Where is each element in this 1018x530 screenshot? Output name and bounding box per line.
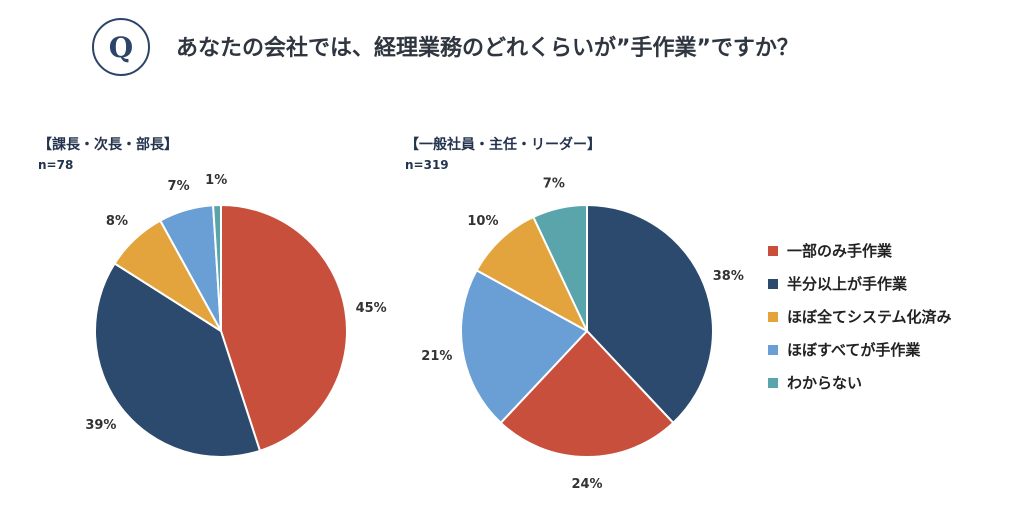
slice-percent-label: 38% — [713, 269, 744, 284]
legend-label: ほぼすべてが手作業 — [787, 341, 921, 359]
slice-percent-label: 10% — [467, 214, 498, 229]
pie-slice — [212, 203, 222, 332]
slice-percent-label: 39% — [85, 418, 116, 433]
slice-percent-label: 21% — [421, 349, 452, 364]
group-title-staff: 【一般社員・主任・リーダー】 — [405, 137, 601, 153]
pie-slice — [499, 329, 675, 458]
group-title-managers: 【課長・次長・部長】 — [38, 137, 178, 153]
legend-label: 半分以上が手作業 — [787, 275, 908, 293]
slice-percent-label: 45% — [356, 301, 387, 316]
legend-swatch — [768, 245, 778, 256]
legend-item: ほぼ全てシステム化済み — [768, 300, 952, 333]
slice-percent-label: 7% — [168, 179, 190, 194]
pie-slice — [586, 203, 714, 425]
slice-percent-label: 8% — [106, 214, 128, 229]
pie-chart-managers: 45% 39% 8% 7% 1% — [85, 173, 387, 458]
legend-item: 一部のみ手作業 — [768, 234, 952, 267]
legend-item: わからない — [768, 366, 952, 399]
chart-legend: 一部のみ手作業 半分以上が手作業ほぼ全てシステム化済み ほぼすべてが手作業 わからない — [768, 234, 952, 399]
pie-slice — [460, 268, 589, 425]
slice-percent-label: 7% — [543, 177, 565, 192]
group-n-staff: n=319 — [405, 158, 449, 172]
pie-slice — [475, 215, 590, 334]
pie-chart-staff: 38% 24% 21% 10% 7% — [421, 177, 744, 492]
legend-item: 半分以上が手作業 — [768, 267, 952, 300]
legend-swatch — [768, 344, 778, 355]
legend-label: わからない — [787, 374, 863, 392]
legend-label: 一部のみ手作業 — [787, 242, 893, 260]
legend-swatch — [768, 377, 778, 388]
slice-percent-label: 24% — [571, 477, 602, 492]
legend-label: ほぼ全てシステム化済み — [787, 308, 952, 326]
legend-swatch — [768, 278, 778, 289]
question-badge: Q — [92, 18, 150, 76]
slice-percent-label: 1% — [205, 173, 227, 188]
pie-slice — [94, 262, 262, 458]
pie-slice — [220, 203, 348, 453]
pie-slice — [532, 203, 588, 332]
question-title: あなたの会社では、経理業務のどれくらいが”手作業”ですか？ — [176, 36, 799, 61]
group-n-managers: n=78 — [38, 158, 74, 172]
legend-item: ほぼすべてが手作業 — [768, 333, 952, 366]
legend-swatch — [768, 311, 778, 322]
